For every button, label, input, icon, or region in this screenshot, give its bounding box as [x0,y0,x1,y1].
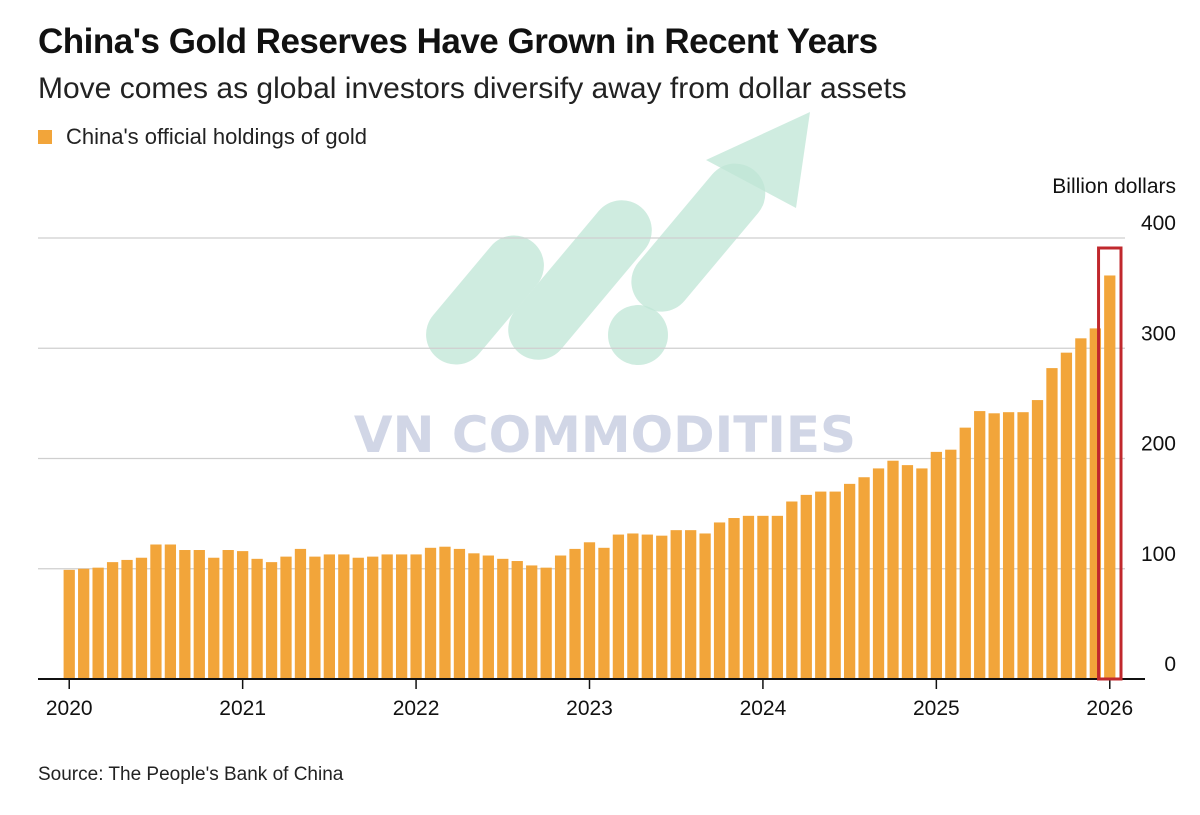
bar [338,554,350,679]
bar [265,562,278,679]
bar [367,556,379,679]
x-tick-label: 2020 [46,697,93,720]
bar [887,460,899,679]
bar [468,553,480,679]
x-tick-label: 2026 [1086,697,1133,720]
bar [179,550,191,679]
bar [656,535,668,679]
bar [280,556,292,679]
y-axis-unit-label: Billion dollars [1052,175,1176,198]
legend-label: China's official holdings of gold [66,124,367,149]
bar [583,542,596,679]
x-tick-label: 2021 [219,697,266,720]
bar [598,547,610,679]
bar [150,544,162,679]
bar [858,477,870,679]
bar [92,567,104,679]
bar [1075,338,1087,679]
bar [728,518,740,679]
bar [829,491,841,679]
bar [395,554,408,679]
bar [135,557,148,679]
watermark-text: VN COMMODITIES [354,406,856,464]
bar [352,557,364,679]
bar [670,530,682,679]
bar [453,548,466,679]
bar [1060,352,1073,679]
highlight-box [1097,246,1123,681]
bar [757,515,769,679]
bar [901,465,914,679]
bar [1002,412,1015,679]
bar [164,544,177,679]
y-tick-label: 400 [1141,212,1176,235]
chart-title: China's Gold Reserves Have Grown in Rece… [38,22,878,61]
bar [771,515,784,679]
x-tick-label: 2025 [913,697,960,720]
y-tick-label: 200 [1141,433,1176,456]
x-tick-label: 2022 [393,697,440,720]
bar [742,515,755,679]
bar [685,530,697,679]
bar [526,565,538,679]
chart-subtitle: Move comes as global investors diversify… [38,72,907,105]
legend: China's official holdings of gold [38,124,367,150]
bar [959,427,971,679]
bar [497,558,509,679]
bar [1017,412,1029,679]
bar [627,533,639,679]
bar [930,451,942,679]
bar [222,550,234,679]
y-tick-label: 300 [1141,322,1176,345]
bar [974,411,986,679]
bar [1031,400,1044,679]
watermark-arrow-logo [426,112,810,365]
bar [78,568,90,679]
bar [612,534,625,679]
bar [1046,368,1058,679]
bar [713,522,726,679]
bar [323,554,335,679]
bar [988,413,1000,679]
x-tick-label: 2024 [740,697,787,720]
y-tick-label: 100 [1141,543,1176,566]
bar [815,491,827,679]
bar [121,559,133,679]
bar [844,483,856,679]
bar [569,548,581,679]
bar [482,555,494,679]
bar [786,501,798,679]
y-tick-label: 0 [1164,653,1176,676]
bar [641,534,653,679]
bar [294,548,307,679]
bar [916,468,928,679]
bar [1089,328,1101,679]
bar [309,556,321,679]
x-tick-label: 2023 [566,697,613,720]
bar [699,533,711,679]
bar [410,554,422,679]
bar [800,494,812,679]
bar [872,468,885,679]
bar [381,554,393,679]
bar [511,561,523,679]
bar [1104,275,1116,679]
bar [63,569,75,679]
bar [439,546,451,679]
bar [945,449,957,679]
bar [106,562,119,679]
bar [424,547,437,679]
legend-swatch [38,130,52,144]
bar [554,555,567,679]
bar [251,558,263,679]
bar [208,557,220,679]
bar [540,567,552,679]
source-note: Source: The People's Bank of China [38,764,344,785]
bar [193,550,205,679]
bar [237,551,249,679]
